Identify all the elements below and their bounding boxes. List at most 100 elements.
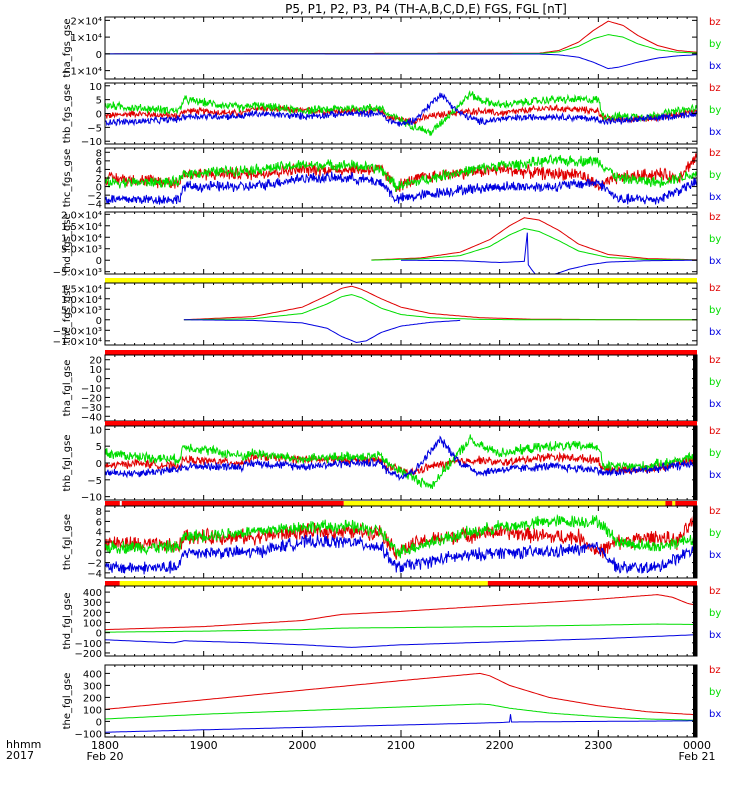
flag-bar-7-2: [343, 501, 666, 506]
y-tick-label-7-3: 2: [96, 538, 102, 549]
y-tick-label-4-4: −5.0×10³: [53, 326, 102, 337]
y-axis-label-1: thb_fgs_gse: [62, 84, 73, 143]
legend-bx-panel-1: bx: [709, 127, 721, 138]
x-tick-label-6: 0000: [683, 739, 711, 752]
y-tick-label-0-0: 2×10⁴: [71, 16, 102, 27]
x-tick-label-2: 2000: [288, 739, 316, 752]
flag-bar-8-0: [105, 581, 120, 586]
x-row-label-hhmm: hhmm: [6, 738, 41, 751]
legend-bx-panel-5: bx: [709, 399, 721, 410]
y-tick-label-4-3: 0: [96, 316, 102, 327]
y-tick-label-5-0: 20: [89, 356, 102, 367]
y-tick-label-2-5: −2: [87, 191, 102, 202]
y-tick-label-7-5: −2: [87, 559, 102, 570]
x-tick-label-0: 1800: [91, 739, 119, 752]
y-tick-label-9-5: −100: [75, 729, 102, 740]
flag-bar-8-2: [487, 581, 697, 586]
y-axis-label-7: thc_fgl_gse: [62, 514, 73, 570]
y-tick-label-2-2: 4: [96, 165, 102, 176]
y-tick-label-8-3: 100: [83, 619, 102, 630]
series-by-panel-9: [104, 703, 697, 721]
legend-by-panel-6: by: [709, 448, 721, 459]
series-bx-panel-8: [104, 634, 698, 648]
y-tick-label-4-0: 1.5×10⁴: [61, 284, 102, 295]
y-tick-label-9-0: 400: [83, 669, 102, 680]
y-tick-label-0-1: 1×10⁴: [71, 33, 102, 44]
series-bx-panel-6: [104, 435, 698, 482]
legend-by-panel-8: by: [709, 608, 721, 619]
y-tick-label-5-4: −20: [81, 393, 102, 404]
legend-by-panel-2: by: [709, 170, 721, 181]
y-tick-label-1-4: −10: [81, 137, 102, 148]
series-by-panel-1: [104, 90, 698, 137]
y-tick-label-1-1: 5: [96, 96, 102, 107]
legend-bz-panel-9: bz: [709, 665, 721, 676]
legend-bx-panel-9: bx: [709, 709, 721, 720]
legend-bz-panel-0: bz: [709, 17, 721, 28]
series-bx-panel-2: [104, 171, 698, 205]
legend-bz-panel-1: bz: [709, 83, 721, 94]
y-tick-label-7-4: 0: [96, 548, 102, 559]
y-tick-label-3-2: 1.0×10⁴: [61, 233, 102, 244]
legend-bz-panel-4: bz: [709, 283, 721, 294]
series-bx-panel-4: [183, 319, 461, 344]
legend-by-panel-4: by: [709, 305, 721, 316]
panel-frame-0: [104, 16, 698, 80]
y-tick-label-3-0: 2.0×10⁴: [61, 210, 102, 221]
y-tick-label-2-4: 0: [96, 183, 102, 194]
legend-bx-panel-8: bx: [709, 630, 721, 641]
y-tick-label-3-3: 5.0×10³: [61, 245, 102, 256]
y-tick-label-2-1: 6: [96, 157, 102, 168]
data-gap-strip-9: [693, 665, 697, 737]
y-tick-label-8-2: 200: [83, 608, 102, 619]
x-tick-label-3: 2100: [387, 739, 415, 752]
y-tick-label-8-6: −200: [75, 649, 102, 660]
legend-by-panel-0: by: [709, 39, 721, 50]
y-tick-label-4-5: −1.0×10⁴: [53, 337, 102, 348]
y-tick-label-6-1: 5: [96, 442, 102, 453]
y-tick-label-8-4: 0: [96, 629, 102, 640]
panel-frame-3: [104, 211, 698, 275]
data-gap-strip-8: [693, 586, 697, 656]
legend-bx-panel-6: bx: [709, 470, 721, 481]
y-tick-label-8-0: 400: [83, 588, 102, 599]
series-bz-panel-4: [183, 285, 697, 321]
y-tick-label-9-3: 100: [83, 705, 102, 716]
y-tick-label-1-0: 10: [89, 82, 102, 93]
series-bx-panel-7: [104, 534, 698, 575]
flag-bar-8-1: [119, 581, 488, 586]
y-tick-label-4-1: 1.0×10⁴: [61, 295, 102, 306]
y-tick-label-3-4: 0: [96, 256, 102, 267]
y-tick-label-9-4: 0: [96, 717, 102, 728]
legend-by-panel-5: by: [709, 377, 721, 388]
y-tick-label-6-0: 10: [89, 425, 102, 436]
legend-bx-panel-3: bx: [709, 256, 721, 267]
y-tick-label-4-2: 5.0×10³: [61, 305, 102, 316]
y-tick-label-7-2: 4: [96, 528, 102, 539]
y-tick-label-5-3: −10: [81, 384, 102, 395]
y-axis-label-9: the_fgl_gse: [62, 673, 73, 730]
x-tick-label-1: 1900: [190, 739, 218, 752]
y-axis-label-6: thb_fgl_gse: [62, 435, 73, 492]
y-tick-label-7-1: 6: [96, 517, 102, 528]
series-by-panel-4: [183, 294, 697, 321]
x-row-label-year: 2017: [6, 749, 34, 762]
y-tick-label-2-3: 2: [96, 174, 102, 185]
series-by-panel-0: [105, 34, 698, 55]
y-tick-label-9-1: 300: [83, 681, 102, 692]
y-axis-label-5: tha_fgl_gse: [62, 360, 73, 417]
x-tick-date-6: Feb 21: [679, 750, 716, 763]
legend-by-panel-7: by: [709, 528, 721, 539]
legend-bx-panel-4: bx: [709, 327, 721, 338]
series-bz-panel-8: [105, 594, 698, 631]
y-tick-label-1-3: −5: [87, 123, 102, 134]
panel-frame-8: [104, 585, 698, 657]
series-bz-panel-3: [371, 217, 698, 261]
series-bz-panel-9: [104, 672, 698, 716]
series-by-panel-7: [104, 513, 698, 559]
flag-bar-7-4: [672, 501, 676, 506]
series-by-panel-3: [371, 227, 697, 261]
x-tick-label-4: 2200: [486, 739, 514, 752]
y-tick-label-0-3: −1×10⁴: [62, 67, 102, 78]
y-tick-label-7-0: 8: [96, 507, 102, 518]
